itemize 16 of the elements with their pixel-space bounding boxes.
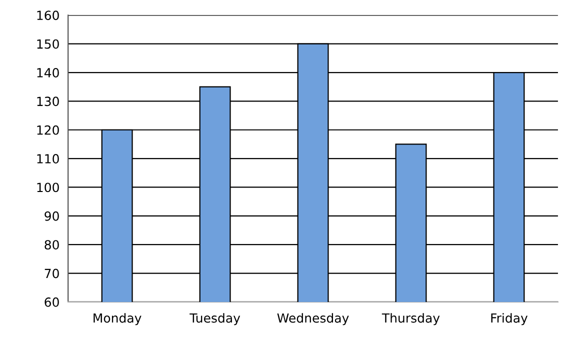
y-tick-label: 80 bbox=[44, 240, 59, 250]
y-tick-label: 150 bbox=[37, 39, 59, 49]
y-tick-label: 100 bbox=[37, 182, 59, 192]
y-tick-label: 60 bbox=[44, 297, 59, 307]
y-tick-label: 160 bbox=[37, 10, 59, 20]
y-tick-label: 110 bbox=[37, 154, 59, 164]
x-tick-label: Thursday bbox=[382, 313, 440, 326]
x-tick-label: Tuesday bbox=[190, 313, 240, 326]
x-tick-label: Friday bbox=[491, 313, 528, 326]
y-tick-label: 120 bbox=[37, 125, 59, 135]
x-tick-label: Monday bbox=[94, 313, 142, 326]
y-tick-label: 90 bbox=[44, 211, 59, 221]
y-tick-label: 70 bbox=[44, 268, 59, 278]
y-tick-label: 140 bbox=[37, 68, 59, 78]
y-tick-label: 130 bbox=[37, 96, 59, 106]
x-tick-label: Wednesday bbox=[277, 313, 349, 326]
